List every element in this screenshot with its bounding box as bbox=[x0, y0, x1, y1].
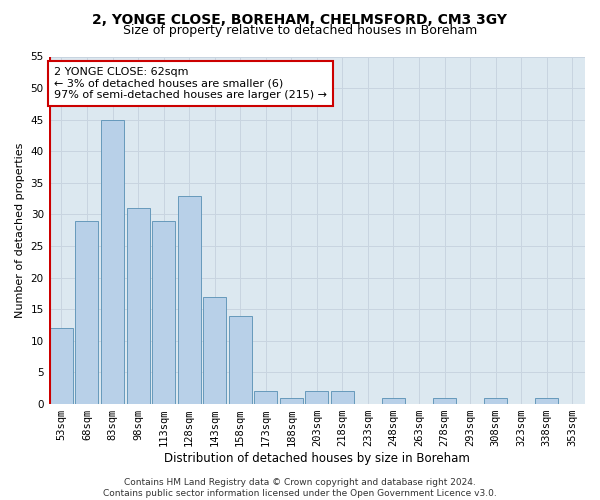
Text: Size of property relative to detached houses in Boreham: Size of property relative to detached ho… bbox=[123, 24, 477, 37]
Bar bbox=[127, 208, 149, 404]
Bar bbox=[484, 398, 507, 404]
Bar bbox=[382, 398, 405, 404]
Bar bbox=[50, 328, 73, 404]
Text: Contains HM Land Registry data © Crown copyright and database right 2024.
Contai: Contains HM Land Registry data © Crown c… bbox=[103, 478, 497, 498]
Bar bbox=[178, 196, 200, 404]
Bar bbox=[101, 120, 124, 404]
Bar bbox=[305, 392, 328, 404]
Bar bbox=[203, 296, 226, 404]
Bar bbox=[152, 221, 175, 404]
Text: 2, YONGE CLOSE, BOREHAM, CHELMSFORD, CM3 3GY: 2, YONGE CLOSE, BOREHAM, CHELMSFORD, CM3… bbox=[92, 12, 508, 26]
Bar bbox=[76, 221, 98, 404]
Bar bbox=[280, 398, 303, 404]
Bar bbox=[331, 392, 354, 404]
Bar bbox=[229, 316, 252, 404]
Bar bbox=[433, 398, 456, 404]
Bar bbox=[254, 392, 277, 404]
X-axis label: Distribution of detached houses by size in Boreham: Distribution of detached houses by size … bbox=[164, 452, 470, 465]
Text: 2 YONGE CLOSE: 62sqm
← 3% of detached houses are smaller (6)
97% of semi-detache: 2 YONGE CLOSE: 62sqm ← 3% of detached ho… bbox=[54, 67, 327, 100]
Bar bbox=[535, 398, 558, 404]
Y-axis label: Number of detached properties: Number of detached properties bbox=[15, 142, 25, 318]
